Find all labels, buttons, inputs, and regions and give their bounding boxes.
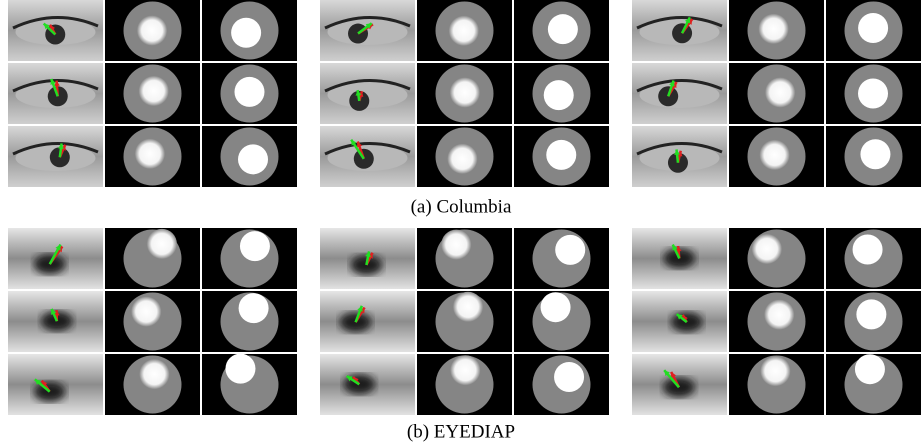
arrow-head: [365, 23, 372, 29]
sample-row: [320, 291, 609, 352]
pupil-disk: [449, 77, 480, 108]
pupil-disk: [225, 353, 256, 384]
arrow-head: [51, 308, 57, 315]
pupil-disk: [760, 356, 791, 387]
arrow-head: [53, 310, 60, 316]
arrow-head: [34, 379, 41, 385]
pupil-disk: [450, 355, 481, 386]
eyelid: [12, 79, 99, 93]
caption: (a) Columbia: [411, 196, 512, 217]
eye-white: [327, 82, 408, 108]
arrow-head: [664, 370, 670, 377]
pupil-disk: [554, 362, 585, 393]
arrow-head: [675, 245, 682, 252]
pupil-disk: [137, 15, 168, 46]
pupil-disk: [856, 299, 887, 330]
sample-row: [632, 63, 921, 124]
eyelid: [12, 16, 99, 30]
arrow-head: [684, 17, 691, 24]
pupil-disk: [546, 139, 577, 170]
pupil-disk: [758, 13, 789, 44]
sample-row: [8, 0, 297, 61]
arrow-head: [669, 80, 675, 87]
pupil-disk: [765, 77, 796, 108]
pupil-disk: [751, 233, 782, 264]
eyelid: [636, 142, 723, 156]
arrow-head: [55, 244, 61, 251]
arrow-head: [356, 141, 363, 148]
sample-row: [320, 126, 609, 187]
sample-row: [632, 126, 921, 187]
sample-row: [8, 353, 297, 415]
arrow-head: [672, 244, 678, 251]
eyelid: [324, 142, 411, 156]
pupil-disk: [231, 17, 262, 48]
eyelid: [12, 142, 99, 156]
pupil-disk: [852, 234, 883, 265]
pupil-disk: [547, 14, 578, 45]
arrow-head: [43, 23, 50, 30]
pupil-disk: [234, 76, 265, 107]
pupil-disk: [764, 299, 795, 330]
pupil-disk: [540, 292, 571, 323]
sample-row: [320, 354, 609, 415]
sample-row: [8, 63, 297, 124]
pupil-disk: [131, 296, 162, 327]
pupil-disk: [555, 234, 586, 265]
pupil-disk: [238, 293, 269, 324]
arrow-head: [676, 314, 683, 320]
sample-row: [632, 228, 921, 289]
sample-row: [320, 63, 609, 124]
pupil-disk: [759, 139, 790, 170]
arrow-head: [365, 251, 371, 258]
arrow-head: [674, 149, 680, 155]
pupil-disk: [441, 229, 472, 260]
pupil-disk: [453, 291, 484, 322]
pupil-disk: [543, 80, 574, 111]
sample-row: [632, 354, 921, 415]
sample-row: [8, 291, 297, 352]
pupil-disk: [858, 78, 889, 109]
eyelid: [636, 79, 723, 93]
pupil-disk: [854, 354, 885, 385]
pupil-disk: [448, 15, 479, 46]
sample-row: [632, 0, 921, 61]
pupil-disk: [146, 228, 177, 259]
eyelid: [324, 79, 411, 93]
sample-row: [320, 228, 609, 289]
eye-white: [639, 82, 720, 108]
arrow-head: [50, 78, 56, 85]
sample-row: [8, 228, 297, 289]
pupil-disk: [447, 143, 478, 174]
eyelid: [324, 16, 411, 30]
pupil-disk: [139, 359, 170, 390]
arrow-head: [670, 371, 677, 378]
pupil-disk: [134, 138, 165, 169]
eyelid: [636, 16, 723, 30]
sample-row: [632, 291, 921, 352]
sample-row: [8, 126, 297, 187]
arrow-head: [357, 305, 363, 312]
pupil-disk: [238, 144, 269, 175]
caption: (b) EYEDIAP: [407, 421, 515, 442]
arrow-head: [355, 90, 362, 96]
pupil-disk: [239, 231, 270, 262]
arrow-head: [58, 143, 64, 150]
arrow-head: [346, 376, 353, 382]
sample-row: [320, 0, 609, 61]
pupil-disk: [858, 13, 889, 44]
iris: [40, 311, 73, 332]
pupil-disk: [860, 139, 891, 170]
pupil-disk: [138, 75, 169, 106]
arrow-head: [54, 80, 60, 87]
arrow-head: [351, 139, 357, 146]
